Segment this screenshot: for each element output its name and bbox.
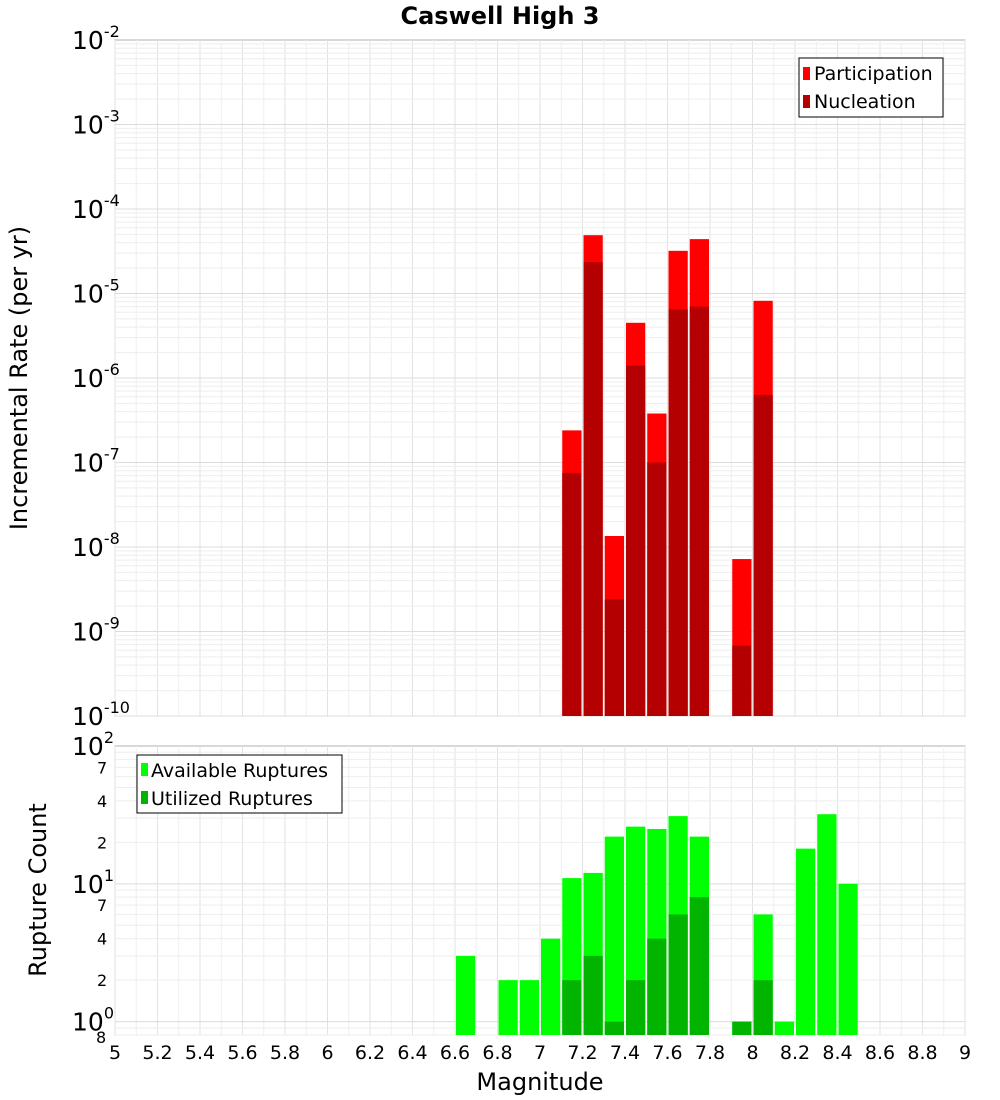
bar-available-ruptures bbox=[796, 848, 816, 1035]
bar-utilized-ruptures bbox=[647, 938, 667, 1035]
legend-label-utilized: Utilized Ruptures bbox=[151, 788, 313, 810]
bottom-y-axis-label: Rupture Count bbox=[24, 803, 52, 977]
top-y-tick-label: 10-6 bbox=[72, 360, 120, 393]
bar-utilized-ruptures bbox=[668, 914, 688, 1035]
bottom-y-major-tick-label: 102 bbox=[72, 728, 114, 761]
legend-swatch-nucleation bbox=[803, 95, 810, 108]
bottom-y-tick-labels: 102 101 100 7 4 2 7 4 2 8 bbox=[72, 728, 114, 1047]
bar-available-ruptures bbox=[498, 980, 518, 1035]
bottom-y-minor-tick-label: 2 bbox=[97, 971, 107, 990]
x-tick-label: 7 bbox=[534, 1042, 546, 1064]
bar-utilized-ruptures bbox=[689, 897, 709, 1035]
x-tick-label: 8.8 bbox=[907, 1042, 937, 1064]
chart-title: Caswell High 3 bbox=[401, 2, 600, 30]
top-y-tick-label: 10-8 bbox=[72, 529, 120, 562]
x-tick-label: 6.2 bbox=[355, 1042, 385, 1064]
legend-label-participation: Participation bbox=[814, 63, 933, 85]
bottom-panel: 102 101 100 7 4 2 7 4 2 8 5 5.2 5.4 5.6 5.8 6 6.2 6.4 6.6… bbox=[24, 728, 971, 1096]
bar-utilized-ruptures bbox=[753, 980, 773, 1035]
top-y-tick-label: 10-5 bbox=[72, 276, 120, 309]
bar-available-ruptures bbox=[541, 938, 561, 1035]
top-grid bbox=[114, 40, 966, 717]
x-tick-label: 7.4 bbox=[610, 1042, 640, 1064]
top-panel: 10-2 10-3 10-4 10-5 10-6 10-7 10-8 10-9 10-10 In… bbox=[5, 22, 966, 731]
bar-nucleation bbox=[732, 645, 752, 716]
x-axis-label: Magnitude bbox=[476, 1068, 603, 1096]
legend-swatch-available bbox=[141, 763, 148, 776]
legend-swatch-participation bbox=[803, 67, 810, 80]
bar-nucleation bbox=[689, 306, 709, 716]
x-tick-label: 8.2 bbox=[780, 1042, 810, 1064]
x-tick-label: 7.6 bbox=[652, 1042, 682, 1064]
bottom-legend-box bbox=[136, 754, 343, 814]
bottom-y-minor-tick-label: 8 bbox=[96, 1028, 106, 1047]
x-tick-label: 5.8 bbox=[270, 1042, 300, 1064]
bottom-y-minor-tick-label: 2 bbox=[97, 833, 107, 852]
top-legend: Participation Nucleation bbox=[798, 57, 944, 118]
x-tick-labels: 5 5.2 5.4 5.6 5.8 6 6.2 6.4 6.6 6.8 7 7.2 7.4 7.6 7.8 8… bbox=[109, 1042, 971, 1064]
x-tick-label: 8.6 bbox=[865, 1042, 895, 1064]
x-tick-label: 5.2 bbox=[142, 1042, 172, 1064]
x-tick-label: 6.6 bbox=[440, 1042, 470, 1064]
x-tick-label: 8.4 bbox=[822, 1042, 852, 1064]
top-legend-box bbox=[798, 57, 944, 118]
top-y-tick-label: 10-2 bbox=[72, 22, 120, 55]
bar-nucleation bbox=[583, 262, 603, 716]
top-bars bbox=[562, 235, 773, 717]
bar-available-ruptures bbox=[604, 836, 624, 1035]
bar-nucleation bbox=[753, 394, 773, 716]
x-tick-label: 6.8 bbox=[482, 1042, 512, 1064]
x-tick-label: 7.8 bbox=[695, 1042, 725, 1064]
bar-utilized-ruptures bbox=[626, 980, 646, 1035]
bar-utilized-ruptures bbox=[732, 1021, 752, 1035]
legend-label-available: Available Ruptures bbox=[151, 760, 328, 782]
x-tick-label: 8 bbox=[746, 1042, 758, 1064]
top-y-tick-label: 10-3 bbox=[72, 107, 120, 140]
top-y-tick-labels: 10-2 10-3 10-4 10-5 10-6 10-7 10-8 10-9 10-10 bbox=[72, 22, 130, 731]
bottom-y-minor-tick-label: 4 bbox=[97, 792, 107, 811]
x-tick-label: 5 bbox=[109, 1042, 121, 1064]
bottom-y-minor-tick-label: 7 bbox=[97, 758, 107, 777]
bar-nucleation bbox=[626, 365, 646, 716]
bar-available-ruptures bbox=[456, 955, 476, 1035]
top-y-tick-label: 10-9 bbox=[72, 614, 120, 647]
bar-nucleation bbox=[604, 599, 624, 716]
bottom-legend: Available Ruptures Utilized Ruptures bbox=[136, 754, 343, 814]
x-tick-label: 6.4 bbox=[397, 1042, 427, 1064]
x-tick-label: 5.6 bbox=[227, 1042, 257, 1064]
legend-swatch-utilized bbox=[141, 791, 148, 804]
bar-available-ruptures bbox=[838, 883, 858, 1035]
x-tick-label: 7.2 bbox=[567, 1042, 597, 1064]
top-y-tick-label: 10-4 bbox=[72, 191, 120, 224]
legend-label-nucleation: Nucleation bbox=[814, 91, 916, 113]
bottom-y-major-tick-label: 100 bbox=[72, 1004, 114, 1037]
bar-utilized-ruptures bbox=[604, 1021, 624, 1035]
bar-nucleation bbox=[647, 462, 667, 716]
bar-nucleation bbox=[668, 309, 688, 716]
bottom-bars bbox=[456, 814, 858, 1035]
top-y-axis-label: Incremental Rate (per yr) bbox=[5, 226, 33, 530]
bar-utilized-ruptures bbox=[583, 955, 603, 1035]
x-tick-label: 5.4 bbox=[185, 1042, 215, 1064]
bottom-y-minor-tick-label: 4 bbox=[97, 930, 107, 949]
top-y-tick-label: 10-10 bbox=[72, 698, 130, 731]
bar-available-ruptures bbox=[817, 814, 837, 1035]
top-y-tick-label: 10-7 bbox=[72, 445, 120, 478]
bar-available-ruptures bbox=[774, 1021, 794, 1035]
x-tick-label: 9 bbox=[959, 1042, 971, 1064]
bar-utilized-ruptures bbox=[562, 980, 582, 1035]
bottom-y-minor-tick-label: 7 bbox=[97, 896, 107, 915]
bottom-y-major-tick-label: 101 bbox=[72, 866, 114, 899]
x-tick-label: 6 bbox=[321, 1042, 333, 1064]
bar-nucleation bbox=[562, 473, 582, 716]
bar-available-ruptures bbox=[519, 980, 539, 1035]
